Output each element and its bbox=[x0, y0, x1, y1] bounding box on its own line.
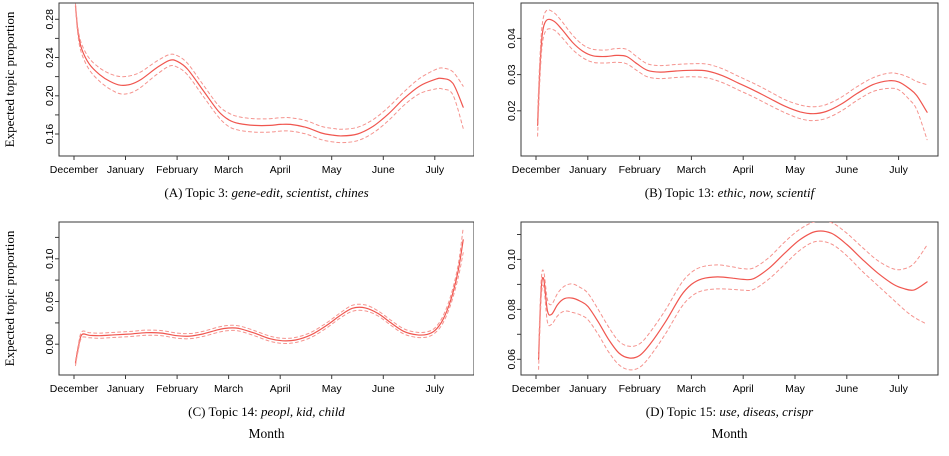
x-axis-title-right: Month bbox=[711, 426, 748, 441]
panel-c: 0.00 0.05 0.10 December January February March… bbox=[0, 219, 474, 421]
x-tick-label: July bbox=[425, 164, 444, 176]
x-tick-label: June bbox=[835, 383, 858, 395]
x-tick-label: December bbox=[50, 383, 99, 395]
x-tick-label: May bbox=[785, 164, 806, 176]
panel-d: 0.06 0.08 0.10 December January February March… bbox=[474, 219, 949, 421]
y-axis-title: Expected topic proportion bbox=[2, 11, 17, 147]
panel-b-caption-keywords: ethic, now, scientif bbox=[717, 185, 815, 200]
figure-left-column: 0.16 0.20 0.24 0.28 December January February M… bbox=[0, 0, 474, 442]
y-tick-label: 0.20 bbox=[44, 85, 56, 106]
mean-line bbox=[537, 18, 928, 126]
x-tick-label: January bbox=[107, 164, 145, 176]
plot-frame bbox=[520, 221, 939, 376]
ci-upper-line bbox=[75, 3, 464, 130]
y-tick-label: 0.08 bbox=[506, 299, 518, 320]
ci-upper-line bbox=[537, 9, 928, 115]
x-tick-label: December bbox=[50, 164, 99, 176]
x-tick-label: January bbox=[569, 383, 607, 395]
panel-b-caption: (B) Topic 13: ethic, now, scientif bbox=[521, 185, 938, 202]
panel-c-caption-prefix: (C) Topic 14: bbox=[188, 404, 258, 419]
panel-a-caption-prefix: (A) Topic 3: bbox=[164, 185, 229, 200]
y-tick-label: 0.28 bbox=[44, 9, 56, 30]
x-tick-label: January bbox=[569, 164, 607, 176]
panel-d-caption: (D) Topic 15: use, diseas, crispr bbox=[521, 404, 938, 421]
x-tick-label: February bbox=[156, 383, 199, 395]
panel-b-chart: 0.02 0.03 0.04 December January February March… bbox=[506, 2, 939, 176]
x-tick-label: December bbox=[512, 164, 561, 176]
ci-lower-line bbox=[75, 7, 464, 144]
topic-proportion-figure: 0.16 0.20 0.24 0.28 December January February M… bbox=[0, 0, 949, 442]
ci-lower-line bbox=[75, 252, 464, 367]
x-tick-label: May bbox=[322, 164, 343, 176]
x-tick-label: June bbox=[835, 164, 858, 176]
y-tick-label: 0.03 bbox=[506, 64, 518, 85]
x-tick-label: June bbox=[372, 164, 395, 176]
panel-b-caption-prefix: (B) Topic 13: bbox=[644, 185, 715, 200]
x-tick-label: February bbox=[619, 164, 662, 176]
y-tick-label: 0.16 bbox=[44, 124, 56, 145]
panel-a-caption: (A) Topic 3: gene-edit, scientist, chine… bbox=[59, 185, 474, 202]
y-tick-label: 0.04 bbox=[506, 28, 518, 49]
ci-upper-line bbox=[538, 222, 928, 350]
x-tick-label: March bbox=[677, 164, 706, 176]
ci-lower-line bbox=[538, 240, 928, 371]
x-tick-label: June bbox=[372, 383, 395, 395]
panel-a-chart: 0.16 0.20 0.24 0.28 December January February M… bbox=[2, 2, 474, 176]
x-tick-label: February bbox=[619, 383, 662, 395]
x-tick-label: March bbox=[677, 383, 706, 395]
x-axis-title-left: Month bbox=[248, 426, 285, 441]
x-tick-label: May bbox=[322, 383, 343, 395]
plot-frame bbox=[58, 2, 474, 157]
mean-line bbox=[74, 5, 464, 137]
y-tick-label: 0.24 bbox=[44, 47, 56, 68]
x-tick-label: February bbox=[156, 164, 199, 176]
x-tick-label: July bbox=[425, 383, 444, 395]
y-tick-label: 0.05 bbox=[44, 291, 56, 312]
y-tick-label: 0.06 bbox=[506, 349, 518, 370]
plot-frame bbox=[58, 221, 474, 376]
x-tick-label: April bbox=[270, 383, 291, 395]
x-tick-label: July bbox=[889, 383, 908, 395]
ci-upper-line bbox=[75, 227, 464, 361]
x-tick-label: April bbox=[270, 164, 291, 176]
mean-line bbox=[538, 230, 928, 360]
x-tick-label: July bbox=[889, 164, 908, 176]
x-tick-label: March bbox=[214, 383, 243, 395]
panel-d-caption-keywords: use, diseas, crispr bbox=[719, 404, 814, 419]
y-tick-label: 0.02 bbox=[506, 100, 518, 121]
panel-c-chart: 0.00 0.05 0.10 December January February March… bbox=[2, 221, 474, 395]
y-tick-label: 0.00 bbox=[44, 334, 56, 355]
panel-d-caption-prefix: (D) Topic 15: bbox=[645, 404, 717, 419]
panel-a: 0.16 0.20 0.24 0.28 December January February M… bbox=[0, 0, 474, 202]
panel-c-caption: (C) Topic 14: peopl, kid, child bbox=[59, 404, 474, 421]
plot-frame bbox=[520, 2, 939, 157]
x-tick-label: December bbox=[512, 383, 561, 395]
x-tick-label: April bbox=[733, 164, 754, 176]
x-tick-label: May bbox=[785, 383, 806, 395]
x-tick-label: April bbox=[733, 383, 754, 395]
panel-b: 0.02 0.03 0.04 December January February March… bbox=[474, 0, 949, 202]
mean-line bbox=[74, 239, 464, 364]
x-tick-label: March bbox=[214, 164, 243, 176]
figure-right-column: 0.02 0.03 0.04 December January February March… bbox=[474, 0, 949, 442]
x-tick-label: January bbox=[107, 383, 145, 395]
y-axis-title: Expected topic proportion bbox=[2, 230, 17, 366]
panel-c-caption-keywords: peopl, kid, child bbox=[261, 404, 345, 419]
y-tick-label: 0.10 bbox=[506, 249, 518, 270]
panel-d-chart: 0.06 0.08 0.10 December January February March… bbox=[506, 221, 939, 395]
panel-a-caption-keywords: gene-edit, scientist, chines bbox=[231, 185, 369, 200]
y-tick-label: 0.10 bbox=[44, 248, 56, 269]
ci-lower-line bbox=[537, 28, 928, 141]
